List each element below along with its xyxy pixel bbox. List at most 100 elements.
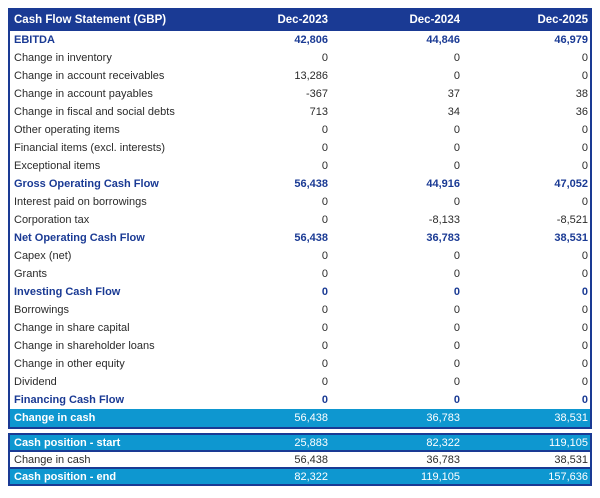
value-cell: 0	[453, 142, 460, 154]
value-cell: 36	[575, 106, 588, 118]
row-label: Change in account payables	[14, 88, 153, 100]
value-cell: 0	[581, 160, 588, 172]
table-row-corporation-tax: Corporation tax 0 -8,133 -8,521	[10, 211, 590, 229]
value-cell: 0	[321, 322, 328, 334]
table-row-change-in-inventory: Change in inventory 0 0 0	[10, 49, 590, 67]
row-label: Grants	[14, 268, 48, 280]
table-title: Cash Flow Statement (GBP)	[14, 13, 167, 26]
value-cell: 0	[321, 394, 328, 406]
table-row-interest-paid-on-borrowings: Interest paid on borrowings 0 0 0	[10, 193, 590, 211]
value-cell: 0	[581, 304, 588, 316]
value-cell: 56,438	[294, 232, 328, 244]
value-cell: 36,783	[426, 412, 460, 424]
value-cell: 0	[581, 394, 588, 406]
cash-flow-table: Cash Flow Statement (GBP) Dec-2023 Dec-2…	[8, 8, 592, 429]
column-header-dec-2025: Dec-2025	[537, 13, 588, 26]
value-cell: 713	[309, 106, 328, 118]
value-cell: 0	[321, 286, 328, 298]
value-cell: 38,531	[554, 412, 588, 424]
table-row-change-in-cash-highlight: Change in cash 56,438 36,783 38,531	[10, 409, 590, 427]
value-cell: 0	[321, 340, 328, 352]
row-label: Exceptional items	[14, 160, 101, 172]
value-cell: 0	[453, 304, 460, 316]
row-label: Change in other equity	[14, 358, 125, 370]
value-cell: 44,916	[426, 178, 460, 190]
row-label: Corporation tax	[14, 214, 90, 226]
value-cell: 0	[453, 340, 460, 352]
value-cell: 56,438	[294, 453, 328, 466]
value-cell: 0	[321, 214, 328, 226]
row-label: Net Operating Cash Flow	[14, 232, 145, 244]
value-cell: 13,286	[294, 70, 328, 82]
value-cell: 36,783	[426, 453, 460, 466]
value-cell: 0	[321, 52, 328, 64]
value-cell: 0	[321, 376, 328, 388]
value-cell: 0	[581, 142, 588, 154]
value-cell: 0	[581, 124, 588, 136]
cash-position-table: Cash position - start 25,883 82,322 119,…	[8, 433, 592, 486]
table-row-exceptional-items: Exceptional items 0 0 0	[10, 157, 590, 175]
value-cell: 0	[321, 124, 328, 136]
value-cell: 0	[581, 268, 588, 280]
row-label: Change in shareholder loans	[14, 340, 155, 352]
value-cell: 0	[321, 196, 328, 208]
value-cell: 0	[581, 322, 588, 334]
value-cell: 0	[321, 358, 328, 370]
table-row-change-in-cash-summary: Change in cash 56,438 36,783 38,531	[10, 450, 590, 467]
table-row-borrowings: Borrowings 0 0 0	[10, 301, 590, 319]
row-label: Change in account receivables	[14, 70, 165, 82]
value-cell: 56,438	[294, 412, 328, 424]
table-row-change-in-account-receivables: Change in account receivables 13,286 0 0	[10, 67, 590, 85]
value-cell: 157,636	[548, 470, 588, 483]
value-cell: 36,783	[426, 232, 460, 244]
value-cell: 0	[581, 52, 588, 64]
table-row-cash-position-start: Cash position - start 25,883 82,322 119,…	[10, 435, 590, 450]
value-cell: 0	[321, 142, 328, 154]
value-cell: 25,883	[294, 436, 328, 449]
row-label: Change in share capital	[14, 322, 130, 334]
value-cell: 0	[581, 250, 588, 262]
value-cell: 56,438	[294, 178, 328, 190]
value-cell: -8,133	[428, 214, 460, 226]
table-row-change-in-share-capital: Change in share capital 0 0 0	[10, 319, 590, 337]
row-label: Financial items (excl. interests)	[14, 142, 165, 154]
column-header-dec-2024: Dec-2024	[409, 13, 460, 26]
table-row-change-in-other-equity: Change in other equity 0 0 0	[10, 355, 590, 373]
value-cell: 0	[581, 376, 588, 388]
value-cell: 0	[453, 322, 460, 334]
row-label: Change in cash	[14, 453, 91, 466]
value-cell: 0	[581, 358, 588, 370]
value-cell: 0	[453, 196, 460, 208]
row-label: Cash position - end	[14, 470, 117, 483]
table-row-investing-cash-flow: Investing Cash Flow 0 0 0	[10, 283, 590, 301]
value-cell: 0	[581, 196, 588, 208]
table-row-dividend: Dividend 0 0 0	[10, 373, 590, 391]
value-cell: -8,521	[556, 214, 588, 226]
value-cell: 119,105	[421, 470, 460, 483]
table-row-ebitda: EBITDA 42,806 44,846 46,979	[10, 31, 590, 49]
value-cell: 119,105	[549, 436, 588, 449]
value-cell: 47,052	[554, 178, 588, 190]
row-label: Interest paid on borrowings	[14, 196, 147, 208]
value-cell: -367	[305, 88, 328, 100]
table-row-change-in-account-payables: Change in account payables -367 37 38	[10, 85, 590, 103]
value-cell: 0	[321, 160, 328, 172]
table-row-gross-operating-cash-flow: Gross Operating Cash Flow 56,438 44,916 …	[10, 175, 590, 193]
value-cell: 44,846	[426, 34, 460, 46]
table-row-capex-net: Capex (net) 0 0 0	[10, 247, 590, 265]
value-cell: 0	[321, 268, 328, 280]
value-cell: 0	[581, 70, 588, 82]
row-label: Other operating items	[14, 124, 120, 136]
row-label: Change in inventory	[14, 52, 112, 64]
row-label: Cash position - start	[14, 436, 121, 449]
row-label: Financing Cash Flow	[14, 394, 125, 406]
row-label: Investing Cash Flow	[14, 286, 121, 298]
row-label: Borrowings	[14, 304, 70, 316]
value-cell: 0	[453, 52, 460, 64]
table-row-other-operating-items: Other operating items 0 0 0	[10, 121, 590, 139]
column-header-dec-2023: Dec-2023	[277, 13, 328, 26]
value-cell: 0	[453, 268, 460, 280]
table-row-cash-position-end: Cash position - end 82,322 119,105 157,6…	[10, 467, 590, 484]
value-cell: 46,979	[554, 34, 588, 46]
value-cell: 42,806	[294, 34, 328, 46]
